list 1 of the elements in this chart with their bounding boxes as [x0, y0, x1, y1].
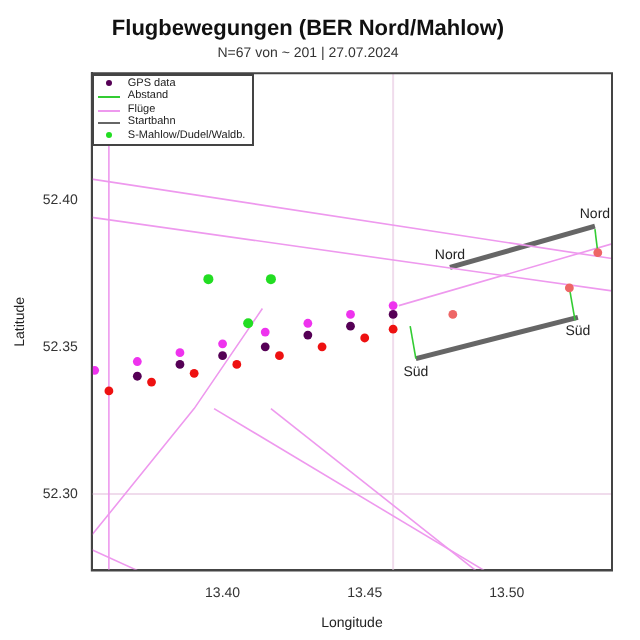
chart-title: Flugbewegungen (BER Nord/Mahlow): [111, 17, 505, 42]
